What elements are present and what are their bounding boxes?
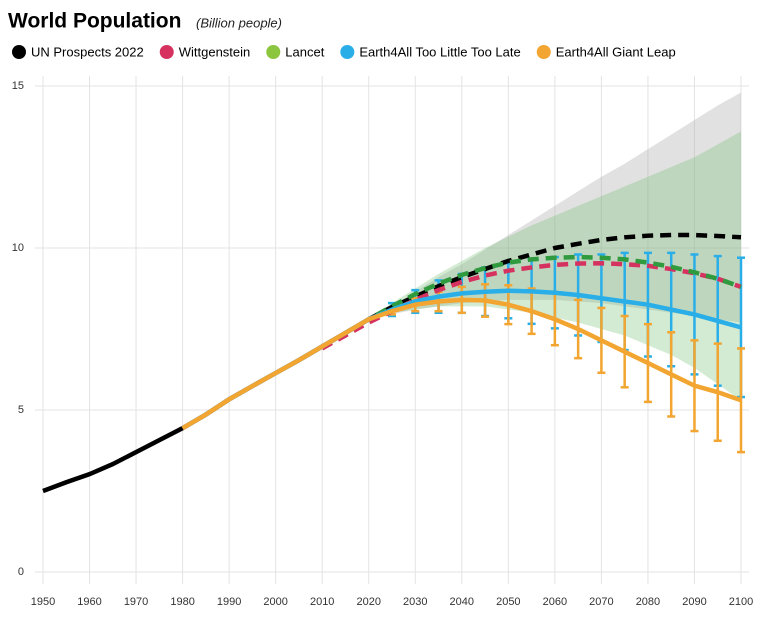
x-tick-label: 2100 [729,596,753,608]
x-tick-label: 2060 [543,596,567,608]
legend-label: Lancet [285,44,324,59]
x-tick-label: 2000 [263,596,287,608]
legend-label: UN Prospects 2022 [31,44,144,59]
legend-label: Wittgenstein [179,44,251,59]
legend-marker [266,45,281,59]
y-tick-label: 0 [18,566,24,578]
x-tick-label: 2040 [450,596,474,608]
x-tick-label: 2090 [682,596,706,608]
projection-line [344,254,742,335]
legend-marker [536,45,551,59]
x-tick-label: 2020 [356,596,380,608]
x-tick-label: 1980 [170,596,194,608]
legend-marker [159,45,174,59]
series-line [42,317,370,494]
y-tick-label: 15 [12,80,24,92]
x-tick-label: 1950 [31,596,55,608]
x-tick-label: 2080 [636,596,660,608]
x-tick-label: 1970 [124,596,148,608]
x-tick-label: 2030 [403,596,427,608]
y-tick-label: 5 [18,404,24,416]
chart-title: World Population [8,10,181,33]
legend-label: Earth4All Too Little Too Late [359,44,520,59]
series-line [181,297,742,431]
x-tick-label: 2010 [310,596,334,608]
projection-line [367,232,742,322]
legend-label: Earth4All Giant Leap [556,44,676,59]
legend-marker [340,45,355,59]
chart-subtitle: (Billion people) [196,15,282,30]
x-tick-label: 1990 [217,596,241,608]
x-tick-label: 1960 [77,596,101,608]
x-tick-label: 2070 [589,596,613,608]
legend-marker [12,45,26,59]
x-tick-label: 2050 [496,596,520,608]
y-tick-label: 10 [12,242,24,254]
